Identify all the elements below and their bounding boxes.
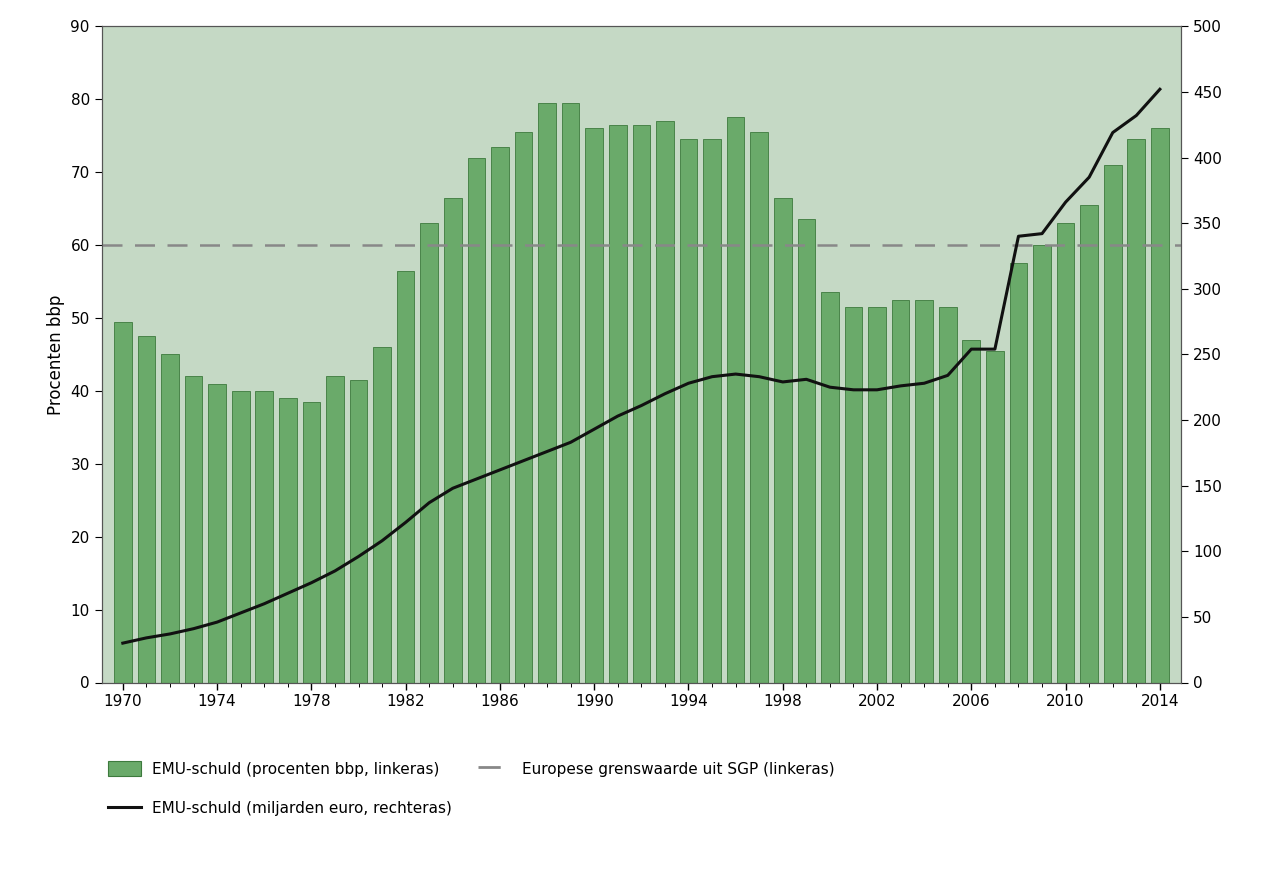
Bar bbox=[679, 139, 697, 682]
Bar bbox=[491, 146, 509, 682]
Bar bbox=[1104, 164, 1121, 683]
Bar bbox=[1057, 223, 1074, 682]
Bar bbox=[514, 132, 532, 682]
Bar bbox=[420, 223, 438, 682]
Bar bbox=[349, 380, 367, 682]
Y-axis label: Procenten bbp: Procenten bbp bbox=[47, 294, 65, 415]
Bar bbox=[467, 158, 485, 683]
Bar bbox=[751, 132, 768, 682]
Bar bbox=[302, 402, 320, 682]
Bar bbox=[538, 102, 556, 682]
Bar bbox=[326, 376, 344, 682]
Bar bbox=[208, 383, 226, 682]
Bar bbox=[869, 307, 886, 682]
Bar bbox=[444, 198, 461, 682]
Bar bbox=[773, 198, 791, 682]
Bar bbox=[726, 117, 744, 682]
Bar bbox=[657, 121, 674, 682]
Bar bbox=[822, 292, 838, 682]
Bar bbox=[114, 321, 132, 682]
Bar bbox=[704, 139, 721, 682]
Bar bbox=[396, 270, 414, 682]
Bar bbox=[561, 102, 579, 682]
Bar bbox=[373, 347, 391, 682]
Bar bbox=[986, 351, 1003, 682]
Bar bbox=[184, 376, 202, 682]
Bar bbox=[798, 220, 815, 682]
Bar bbox=[137, 336, 155, 682]
Bar bbox=[232, 391, 249, 682]
Bar bbox=[845, 307, 862, 682]
Bar bbox=[1010, 263, 1027, 682]
Bar bbox=[916, 299, 933, 682]
Bar bbox=[255, 391, 273, 682]
Bar bbox=[608, 124, 626, 682]
Bar bbox=[585, 129, 603, 682]
Bar bbox=[279, 398, 297, 682]
Bar bbox=[1151, 129, 1168, 682]
Bar bbox=[161, 354, 179, 682]
Bar bbox=[963, 340, 980, 682]
Bar bbox=[939, 307, 956, 682]
Bar bbox=[632, 124, 650, 682]
Bar bbox=[892, 299, 909, 682]
Legend: EMU-schuld (miljarden euro, rechteras): EMU-schuld (miljarden euro, rechteras) bbox=[102, 794, 458, 822]
Bar bbox=[1128, 139, 1146, 682]
Bar bbox=[1081, 205, 1099, 682]
Bar bbox=[1034, 245, 1050, 682]
